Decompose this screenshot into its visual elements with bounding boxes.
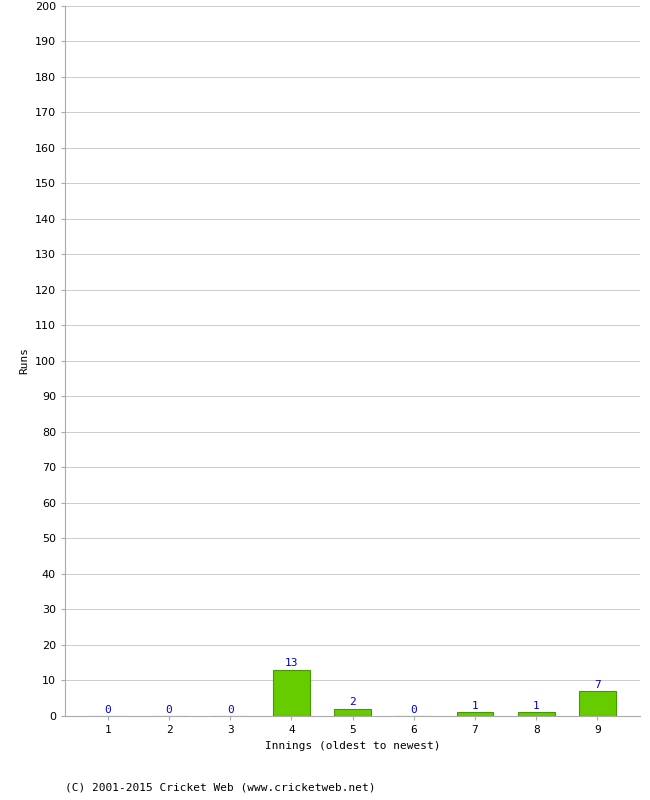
Text: 0: 0	[105, 705, 111, 714]
Y-axis label: Runs: Runs	[20, 347, 29, 374]
X-axis label: Innings (oldest to newest): Innings (oldest to newest)	[265, 741, 441, 750]
Text: (C) 2001-2015 Cricket Web (www.cricketweb.net): (C) 2001-2015 Cricket Web (www.cricketwe…	[65, 782, 376, 792]
Bar	[457, 713, 493, 716]
Text: 13: 13	[285, 658, 298, 669]
Text: 0: 0	[410, 705, 417, 714]
Text: 2: 2	[349, 698, 356, 707]
Text: 1: 1	[472, 701, 478, 711]
Text: 1: 1	[533, 701, 540, 711]
Bar	[579, 691, 616, 716]
Text: 0: 0	[166, 705, 172, 714]
Bar	[273, 670, 310, 716]
Text: 7: 7	[594, 680, 601, 690]
Bar	[518, 713, 554, 716]
Bar	[334, 709, 371, 716]
Text: 0: 0	[227, 705, 233, 714]
